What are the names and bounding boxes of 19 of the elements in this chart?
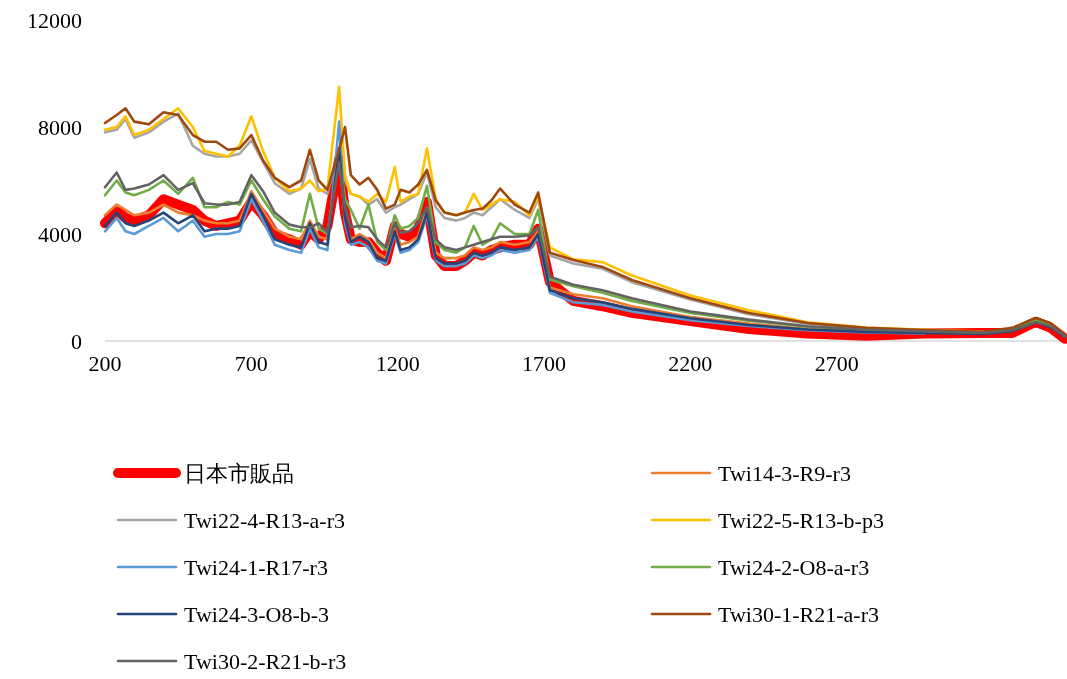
x-tick-label: 200: [88, 351, 122, 376]
y-tick-label: 8000: [38, 114, 82, 140]
legend-label: Twi24-3-O8-b-3: [184, 601, 330, 627]
x-tick-label: 1200: [375, 351, 420, 376]
y-tick-label: 0: [71, 328, 82, 354]
legend-label: Twi14-3-R9-r3: [718, 460, 851, 486]
legend-label: 日本市販品: [184, 460, 294, 486]
x-tick-label: 2200: [668, 351, 713, 376]
legend-label: Twi30-2-R21-b-r3: [184, 648, 347, 674]
x-tick-label: 1700: [522, 351, 567, 376]
legend-label: Twi22-5-R13-b-p3: [718, 507, 884, 533]
x-tick-label: 2700: [814, 351, 859, 376]
legend-label: Twi24-2-O8-a-r3: [718, 554, 870, 580]
legend-label: Twi24-1-R17-r3: [184, 554, 328, 580]
y-tick-label: 4000: [38, 221, 82, 247]
legend-label: Twi30-1-R21-a-r3: [718, 601, 879, 627]
legend-label: Twi22-4-R13-a-r3: [184, 507, 345, 533]
x-tick-label: 700: [234, 351, 268, 376]
y-tick-label: 12000: [27, 7, 82, 33]
